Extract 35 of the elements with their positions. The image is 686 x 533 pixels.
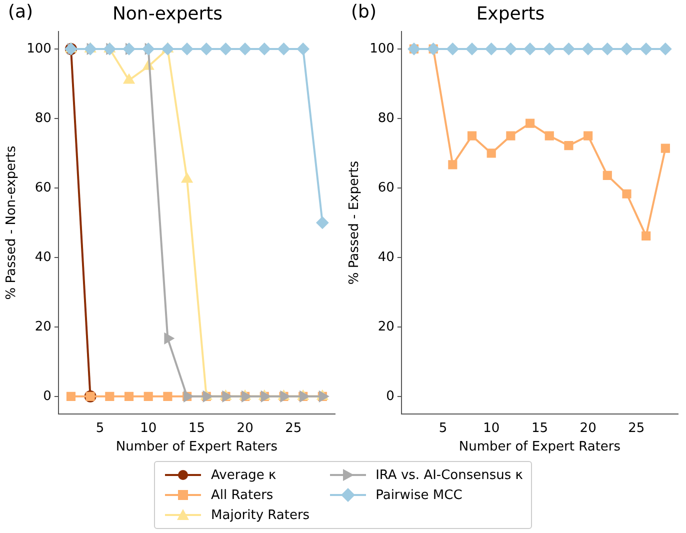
y-tick-label: 100 <box>370 41 394 56</box>
x-tick-label: 10 <box>483 420 500 436</box>
y-tick-label: 0 <box>386 388 394 404</box>
x-tick-label: 20 <box>236 420 254 436</box>
y-axis-title: % Passed - Experts <box>347 160 362 285</box>
text: (a) <box>8 2 34 23</box>
x-tick-label: 15 <box>531 420 548 436</box>
x-tick-label: 25 <box>285 420 302 436</box>
y-tick-label: 0 <box>43 388 52 404</box>
y-tick-label: 100 <box>26 41 52 56</box>
y-tick-label: 80 <box>34 110 52 126</box>
x-tick-label: 25 <box>628 420 645 436</box>
y-tick-label: 40 <box>378 250 394 265</box>
legend-label: Pairwise MCC <box>376 488 462 502</box>
x-tick-label: 5 <box>96 420 104 436</box>
x-axis-title: Number of Expert Raters <box>458 440 621 455</box>
y-tick-label: 40 <box>34 250 52 265</box>
y-tick-label: 20 <box>378 319 394 334</box>
x-tick-label: 5 <box>438 420 448 436</box>
y-tick-label: 20 <box>34 319 52 334</box>
legend-label: IRA vs. AI-Consensus κ <box>376 468 523 482</box>
x-tick-label: 10 <box>140 420 157 436</box>
y-tick-label: 60 <box>34 180 52 196</box>
chart-title: Non-experts <box>112 3 223 24</box>
y-tick-label: 80 <box>378 110 394 126</box>
legend-label: Average κ <box>211 468 276 482</box>
x-tick-label: 20 <box>580 420 596 436</box>
text: (b) <box>351 2 376 23</box>
legend-label: Majority Raters <box>211 508 310 522</box>
x-axis-title: Number of Expert Raters <box>116 440 278 455</box>
chart-title: Experts <box>476 3 545 24</box>
legend-label: All Raters <box>211 488 274 502</box>
x-tick-label: 15 <box>188 420 205 436</box>
y-axis-title: % Passed - Non-experts <box>4 145 20 300</box>
y-tick-label: 60 <box>378 180 394 196</box>
